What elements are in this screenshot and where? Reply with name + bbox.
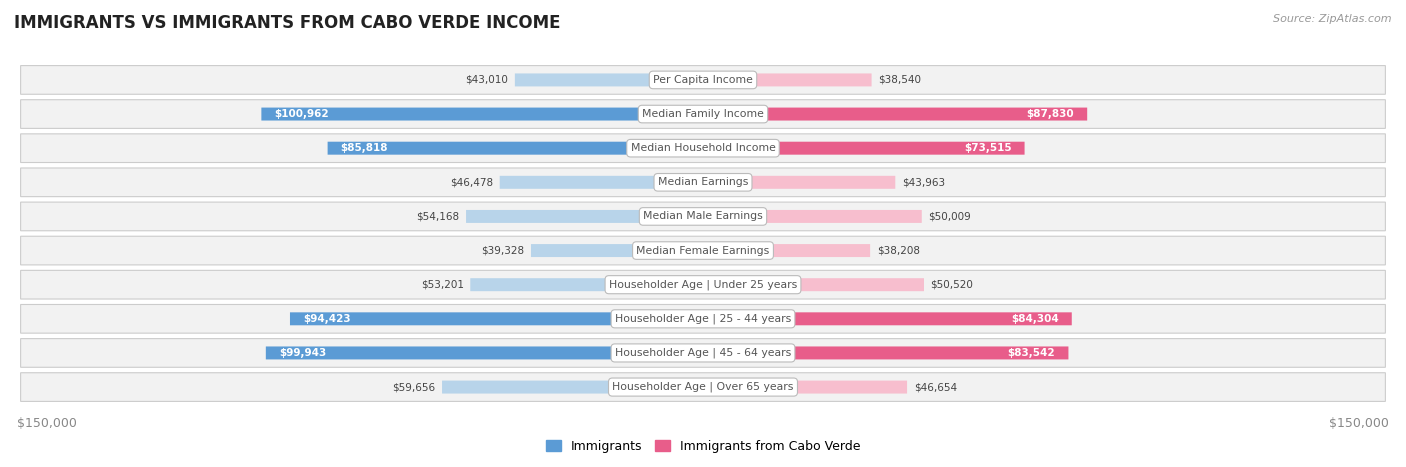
- Text: $73,515: $73,515: [965, 143, 1011, 153]
- Text: $43,963: $43,963: [901, 177, 945, 187]
- FancyBboxPatch shape: [703, 312, 1071, 325]
- Text: $43,010: $43,010: [465, 75, 509, 85]
- FancyBboxPatch shape: [262, 107, 703, 120]
- Text: $39,328: $39,328: [481, 246, 524, 255]
- FancyBboxPatch shape: [531, 244, 703, 257]
- Text: Householder Age | 25 - 44 years: Householder Age | 25 - 44 years: [614, 313, 792, 324]
- FancyBboxPatch shape: [703, 244, 870, 257]
- Text: $83,542: $83,542: [1008, 348, 1056, 358]
- FancyBboxPatch shape: [703, 107, 1087, 120]
- FancyBboxPatch shape: [470, 278, 703, 291]
- Text: Householder Age | Under 25 years: Householder Age | Under 25 years: [609, 279, 797, 290]
- FancyBboxPatch shape: [21, 65, 1385, 94]
- Text: $54,168: $54,168: [416, 212, 460, 221]
- FancyBboxPatch shape: [703, 278, 924, 291]
- Text: $85,818: $85,818: [340, 143, 388, 153]
- FancyBboxPatch shape: [703, 73, 872, 86]
- Text: $100,962: $100,962: [274, 109, 329, 119]
- FancyBboxPatch shape: [328, 142, 703, 155]
- Text: IMMIGRANTS VS IMMIGRANTS FROM CABO VERDE INCOME: IMMIGRANTS VS IMMIGRANTS FROM CABO VERDE…: [14, 14, 561, 32]
- Text: Median Male Earnings: Median Male Earnings: [643, 212, 763, 221]
- FancyBboxPatch shape: [21, 236, 1385, 265]
- Text: $50,009: $50,009: [928, 212, 972, 221]
- Text: Median Female Earnings: Median Female Earnings: [637, 246, 769, 255]
- FancyBboxPatch shape: [21, 270, 1385, 299]
- FancyBboxPatch shape: [21, 202, 1385, 231]
- Text: Median Earnings: Median Earnings: [658, 177, 748, 187]
- FancyBboxPatch shape: [21, 304, 1385, 333]
- FancyBboxPatch shape: [703, 210, 922, 223]
- Text: $50,520: $50,520: [931, 280, 973, 290]
- FancyBboxPatch shape: [703, 347, 1069, 360]
- FancyBboxPatch shape: [21, 100, 1385, 128]
- Text: $59,656: $59,656: [392, 382, 436, 392]
- Text: $38,208: $38,208: [877, 246, 920, 255]
- FancyBboxPatch shape: [465, 210, 703, 223]
- Text: Householder Age | 45 - 64 years: Householder Age | 45 - 64 years: [614, 348, 792, 358]
- FancyBboxPatch shape: [703, 176, 896, 189]
- Text: $46,478: $46,478: [450, 177, 494, 187]
- Legend: Immigrants, Immigrants from Cabo Verde: Immigrants, Immigrants from Cabo Verde: [541, 435, 865, 458]
- Text: $84,304: $84,304: [1011, 314, 1059, 324]
- FancyBboxPatch shape: [21, 134, 1385, 163]
- Text: $53,201: $53,201: [420, 280, 464, 290]
- Text: $46,654: $46,654: [914, 382, 956, 392]
- FancyBboxPatch shape: [21, 168, 1385, 197]
- FancyBboxPatch shape: [703, 142, 1025, 155]
- FancyBboxPatch shape: [499, 176, 703, 189]
- Text: Householder Age | Over 65 years: Householder Age | Over 65 years: [612, 382, 794, 392]
- Text: $87,830: $87,830: [1026, 109, 1074, 119]
- Text: $99,943: $99,943: [278, 348, 326, 358]
- FancyBboxPatch shape: [441, 381, 703, 394]
- FancyBboxPatch shape: [21, 373, 1385, 402]
- Text: Per Capita Income: Per Capita Income: [652, 75, 754, 85]
- Text: Median Household Income: Median Household Income: [630, 143, 776, 153]
- FancyBboxPatch shape: [290, 312, 703, 325]
- FancyBboxPatch shape: [703, 381, 907, 394]
- FancyBboxPatch shape: [21, 339, 1385, 367]
- Text: Source: ZipAtlas.com: Source: ZipAtlas.com: [1274, 14, 1392, 24]
- Text: $38,540: $38,540: [879, 75, 921, 85]
- Text: $94,423: $94,423: [304, 314, 350, 324]
- FancyBboxPatch shape: [515, 73, 703, 86]
- Text: Median Family Income: Median Family Income: [643, 109, 763, 119]
- FancyBboxPatch shape: [266, 347, 703, 360]
